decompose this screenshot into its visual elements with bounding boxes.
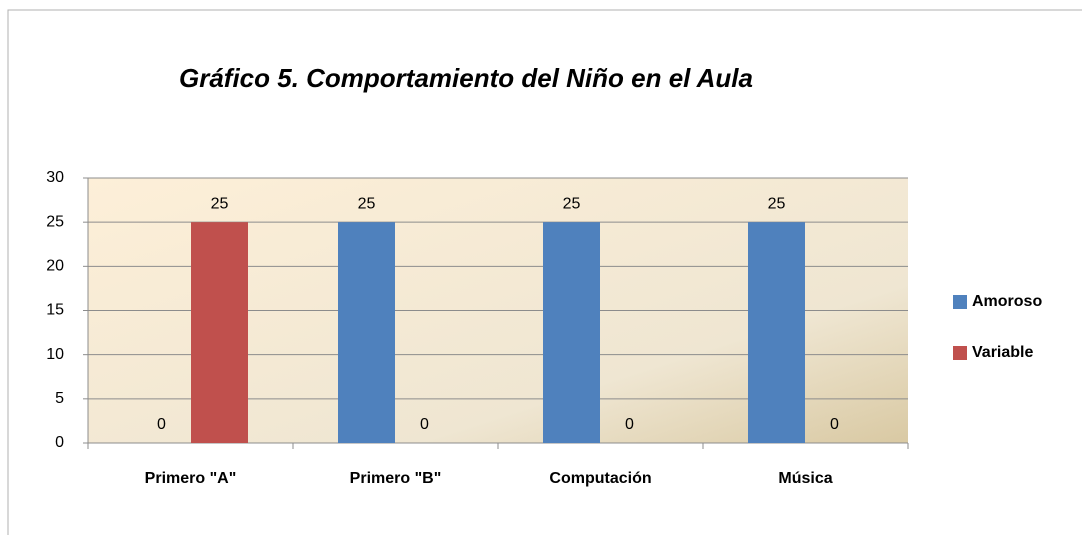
data-label: 25	[211, 195, 229, 212]
bar	[338, 222, 395, 443]
data-label: 0	[830, 416, 839, 433]
y-tick-label: 0	[55, 434, 64, 451]
x-tick-label: Música	[778, 470, 832, 487]
legend-swatch	[953, 295, 967, 309]
legend-label: Variable	[972, 344, 1033, 361]
x-tick-label: Primero "B"	[350, 470, 442, 487]
bar	[748, 222, 805, 443]
data-label: 0	[157, 416, 166, 433]
x-tick-label: Computación	[549, 470, 651, 487]
bar	[191, 222, 248, 443]
chart-border	[7, 9, 1082, 535]
legend-swatch	[953, 346, 967, 360]
data-label: 0	[625, 416, 634, 433]
y-tick-label: 20	[46, 258, 64, 275]
y-tick-label: 5	[55, 390, 64, 407]
data-label: 25	[358, 195, 376, 212]
y-tick-label: 30	[46, 169, 64, 186]
chart-title: Gráfico 5. Comportamiento del Niño en el…	[179, 63, 753, 93]
y-tick-label: 10	[46, 346, 64, 363]
data-label: 25	[768, 195, 786, 212]
x-tick-label: Primero "A"	[145, 470, 237, 487]
legend-label: Amoroso	[972, 293, 1042, 310]
data-label: 0	[420, 416, 429, 433]
data-label: 25	[563, 195, 581, 212]
bar	[543, 222, 600, 443]
y-tick-label: 15	[46, 302, 64, 319]
y-tick-label: 25	[46, 213, 64, 230]
